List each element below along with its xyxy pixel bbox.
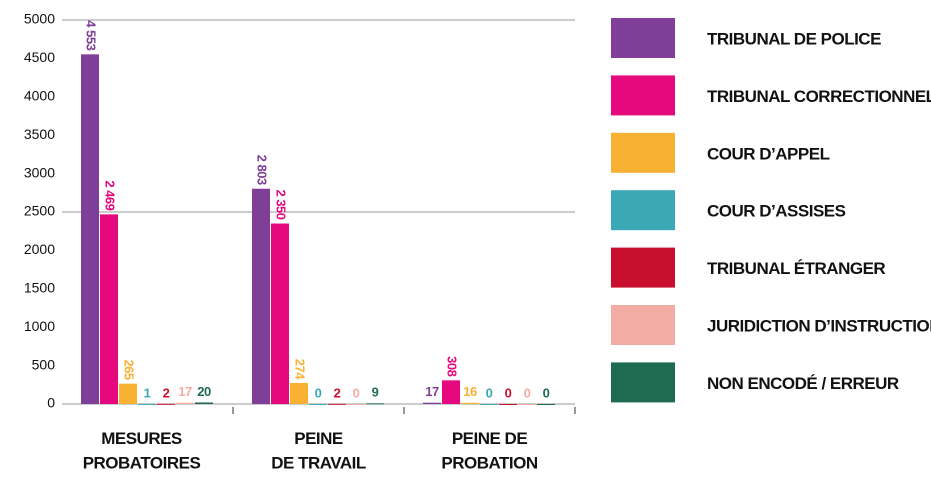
- bar: [499, 404, 517, 405]
- y-tick-label: 3000: [24, 164, 55, 180]
- y-tick-label: 500: [32, 356, 56, 372]
- value-label: 0: [543, 385, 550, 400]
- bar: [100, 214, 118, 404]
- bar: [309, 404, 327, 405]
- value-label: 17: [425, 384, 439, 399]
- legend-swatch: [611, 18, 675, 58]
- y-tick-label: 1000: [24, 318, 55, 334]
- legend-swatch: [611, 247, 675, 288]
- y-tick-label: 0: [47, 395, 55, 411]
- legend-swatch: [611, 132, 675, 173]
- bar: [537, 404, 555, 405]
- x-tick-label: MESURES PROBATOIRES: [83, 429, 201, 473]
- bar: [328, 403, 346, 405]
- value-label: 2 469: [103, 180, 118, 210]
- legend-swatch: [611, 190, 675, 231]
- bar: [518, 404, 536, 405]
- bar: [290, 382, 308, 404]
- value-label: 0: [524, 385, 531, 400]
- legend-swatch: [611, 75, 675, 116]
- bar: [347, 404, 365, 405]
- y-tick-label: 1500: [24, 280, 55, 296]
- legend-label: JURIDICTION D’INSTRUCTION: [707, 316, 931, 335]
- value-label: 4 553: [84, 20, 99, 50]
- value-label: 0: [353, 385, 360, 400]
- bar: [366, 403, 384, 405]
- bar: [195, 402, 213, 404]
- value-label: 2 350: [274, 189, 289, 219]
- value-label: 16: [463, 384, 477, 399]
- legend-swatch: [611, 305, 675, 345]
- y-tick-label: 4000: [24, 88, 55, 104]
- bar: [81, 54, 99, 405]
- value-label: 0: [315, 385, 322, 400]
- value-label: 0: [486, 385, 493, 400]
- value-label: 265: [122, 359, 137, 379]
- bar: [138, 403, 156, 405]
- legend-label: TRIBUNAL ÉTRANGER: [707, 259, 885, 278]
- value-label: 1: [144, 385, 151, 400]
- legend-label: TRIBUNAL DE POLICE: [707, 29, 881, 48]
- value-label: 17: [178, 384, 192, 399]
- bar: [271, 223, 289, 404]
- legend-label: TRIBUNAL CORRECTIONNEL: [707, 87, 931, 106]
- legend-label: COUR D’ASSISES: [707, 202, 846, 221]
- bar: [423, 402, 441, 404]
- legend-swatch: [611, 362, 675, 403]
- value-label: 0: [505, 385, 512, 400]
- y-tick-label: 4500: [24, 49, 55, 65]
- value-label: 2: [163, 385, 170, 400]
- value-label: 20: [197, 384, 211, 399]
- x-tick-label: PEINE DE TRAVAIL: [271, 429, 366, 473]
- x-tick-label: PEINE DE PROBATION: [441, 429, 537, 473]
- value-label: 274: [293, 359, 308, 380]
- y-tick-label: 2000: [24, 241, 55, 257]
- bar: [119, 383, 137, 404]
- bar: [480, 404, 498, 405]
- bar: [157, 403, 175, 405]
- y-tick-label: 5000: [24, 11, 55, 27]
- bar: [461, 402, 479, 404]
- y-tick-label: 2500: [24, 203, 55, 219]
- value-label: 308: [445, 356, 460, 376]
- value-label: 2: [334, 385, 341, 400]
- legend-label: COUR D’APPEL: [707, 144, 830, 163]
- value-label: 9: [372, 385, 379, 400]
- bar: [176, 402, 194, 404]
- value-label: 2 803: [255, 155, 270, 185]
- bar: [442, 380, 460, 404]
- bar: [252, 188, 270, 404]
- y-tick-label: 3500: [24, 126, 55, 142]
- legend-label: NON ENCODÉ / ERREUR: [707, 374, 899, 393]
